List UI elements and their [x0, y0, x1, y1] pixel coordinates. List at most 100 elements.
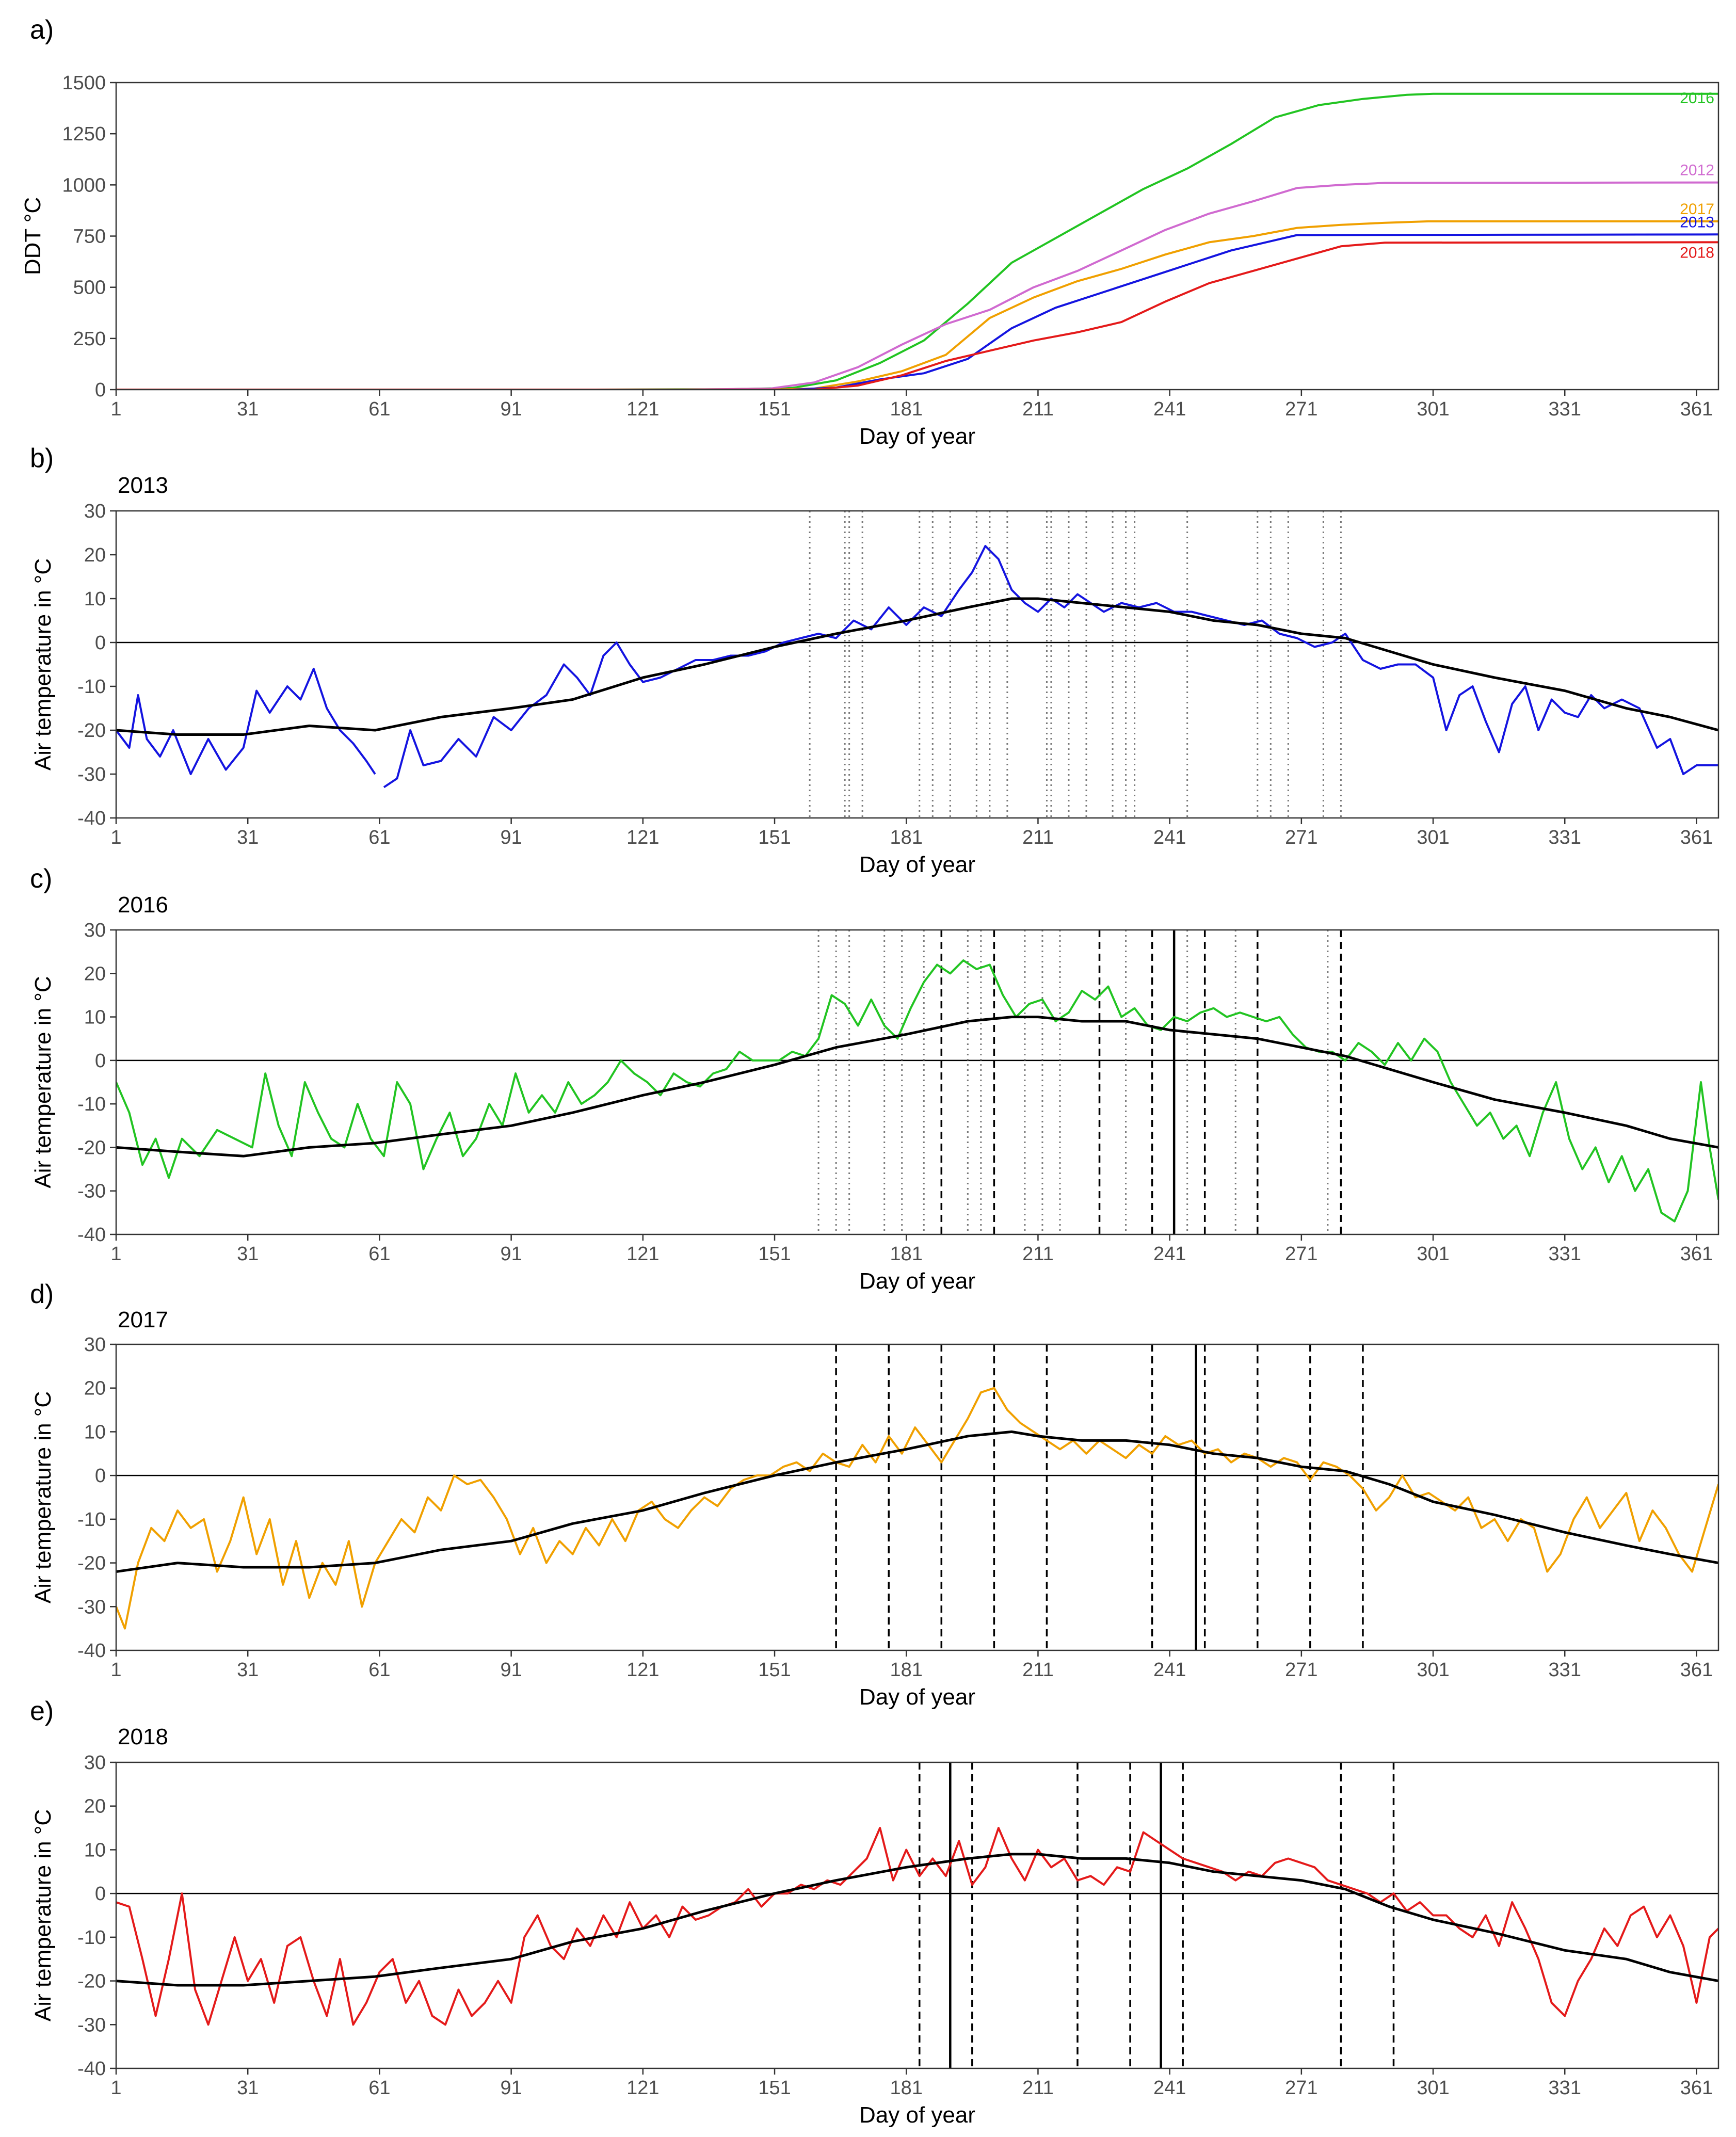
x-tick-label: 241 — [1153, 827, 1186, 848]
x-tick-label: 91 — [500, 1659, 522, 1681]
x-axis-title: Day of year — [859, 1684, 975, 1710]
series-line-mean — [116, 597, 1718, 736]
x-axis-title: Day of year — [859, 424, 975, 449]
x-tick-label: 211 — [1022, 2077, 1054, 2099]
y-tick-label: 1500 — [62, 72, 106, 94]
x-tick-label: 31 — [237, 1243, 259, 1265]
y-tick-label: 10 — [84, 1007, 106, 1029]
x-tick-label: 91 — [500, 398, 522, 420]
x-tick-label: 301 — [1417, 1243, 1449, 1265]
y-axis-title: Air temperature in °C — [30, 1391, 56, 1603]
panel-title: 2016 — [118, 892, 168, 918]
x-axis-title: Day of year — [859, 852, 975, 877]
x-tick-label: 91 — [500, 1243, 522, 1265]
x-tick-label: 1 — [110, 1243, 121, 1265]
panel-d: d) 2017 1 31 61 91 121 151 181 211 241 271 301 331 361… — [30, 1279, 1719, 1710]
y-tick-label: -20 — [77, 1553, 106, 1574]
x-tick-label: 331 — [1549, 827, 1581, 848]
series-end-label: 2018 — [1680, 244, 1714, 261]
y-tick-label: 30 — [84, 1334, 106, 1356]
x-tick-label: 271 — [1285, 1659, 1317, 1681]
x-tick-label: 121 — [626, 827, 659, 848]
x-tick-label: 61 — [368, 2077, 390, 2099]
y-tick-label: 20 — [84, 544, 106, 566]
series-end-label: 2017 — [1680, 201, 1714, 218]
x-tick-label: 31 — [237, 827, 259, 848]
y-tick-label: 0 — [95, 1465, 106, 1487]
x-tick-label: 151 — [758, 1659, 791, 1681]
y-tick-label: 10 — [84, 1839, 106, 1861]
y-tick-label: 30 — [84, 1752, 106, 1774]
y-tick-label: -10 — [77, 1509, 106, 1531]
x-tick-label: 361 — [1680, 827, 1713, 848]
y-tick-label: 1250 — [62, 123, 106, 145]
x-tick-label: 361 — [1680, 398, 1713, 420]
y-tick-label: 20 — [84, 1378, 106, 1400]
panel-letter: e) — [30, 1696, 54, 1726]
x-tick-label: 61 — [368, 398, 390, 420]
plot-frame — [115, 510, 1719, 819]
x-tick-label: 301 — [1417, 1659, 1449, 1681]
x-tick-label: 181 — [890, 1243, 923, 1265]
x-tick-label: 61 — [368, 1243, 390, 1265]
y-axis-title: Air temperature in °C — [30, 558, 56, 770]
x-tick-label: 31 — [237, 1659, 259, 1681]
panel-title: 2017 — [118, 1307, 168, 1332]
x-tick-label: 91 — [500, 827, 522, 848]
series-end-label: 2013 — [1680, 214, 1714, 231]
x-tick-label: 151 — [758, 827, 791, 848]
y-tick-label: -20 — [77, 720, 106, 742]
plot-frame — [115, 1761, 1719, 2069]
series-line-mean — [116, 1016, 1718, 1158]
y-tick-label: -40 — [77, 1224, 106, 1246]
x-tick-label: 271 — [1285, 398, 1317, 420]
x-tick-label: 1 — [110, 398, 121, 420]
series-line-2018 — [116, 241, 1718, 390]
y-tick-label: -40 — [77, 1640, 106, 1662]
x-tick-label: 121 — [626, 2077, 659, 2099]
x-tick-label: 181 — [890, 1659, 923, 1681]
y-tick-label: -10 — [77, 1094, 106, 1115]
series-line-2018 — [116, 1827, 1718, 2026]
x-tick-label: 61 — [368, 1659, 390, 1681]
y-tick-label: -10 — [77, 1927, 106, 1949]
x-axis-title: Day of year — [859, 1268, 975, 1294]
x-tick-label: 331 — [1549, 1243, 1581, 1265]
x-tick-label: 331 — [1549, 2077, 1581, 2099]
y-tick-label: -30 — [77, 764, 106, 785]
y-axis-title: DDT °C — [20, 197, 45, 275]
panel-c: c) 2016 1 31 61 91 121 151 181 211 241 271 301 331 361… — [30, 864, 1719, 1294]
x-tick-label: 151 — [758, 2077, 791, 2099]
y-axis-title: Air temperature in °C — [30, 976, 56, 1188]
y-tick-label: 20 — [84, 1796, 106, 1818]
x-tick-label: 181 — [890, 398, 923, 420]
y-tick-label: -30 — [77, 2014, 106, 2036]
y-tick-label: -40 — [77, 2058, 106, 2080]
x-tick-label: 331 — [1549, 398, 1581, 420]
x-tick-label: 301 — [1417, 827, 1449, 848]
x-tick-label: 211 — [1022, 1243, 1054, 1265]
panel-b: b) 2013 1 31 61 91 121 151 181 211 241 271 301 331 361… — [30, 443, 1719, 877]
y-tick-label: 10 — [84, 588, 106, 610]
y-tick-label: -20 — [77, 1971, 106, 1993]
y-tick-label: 250 — [73, 328, 106, 350]
x-tick-label: 211 — [1022, 827, 1054, 848]
series-line-2016 — [116, 92, 1718, 390]
y-tick-label: -10 — [77, 676, 106, 698]
x-tick-label: 121 — [626, 398, 659, 420]
y-tick-label: -40 — [77, 808, 106, 829]
series-line-2013 — [116, 545, 1718, 789]
y-tick-label: -30 — [77, 1181, 106, 1202]
panel-title: 2013 — [118, 473, 168, 498]
x-tick-label: 301 — [1417, 2077, 1449, 2099]
panel-letter: c) — [30, 864, 52, 894]
x-tick-label: 331 — [1549, 1659, 1581, 1681]
y-tick-label: 30 — [84, 920, 106, 941]
x-axis-title: Day of year — [859, 2102, 975, 2128]
panel-letter: a) — [30, 15, 54, 45]
panel-title: 2018 — [118, 1724, 168, 1749]
x-tick-label: 361 — [1680, 1243, 1713, 1265]
y-tick-label: 0 — [95, 1050, 106, 1072]
y-tick-label: 30 — [84, 501, 106, 522]
